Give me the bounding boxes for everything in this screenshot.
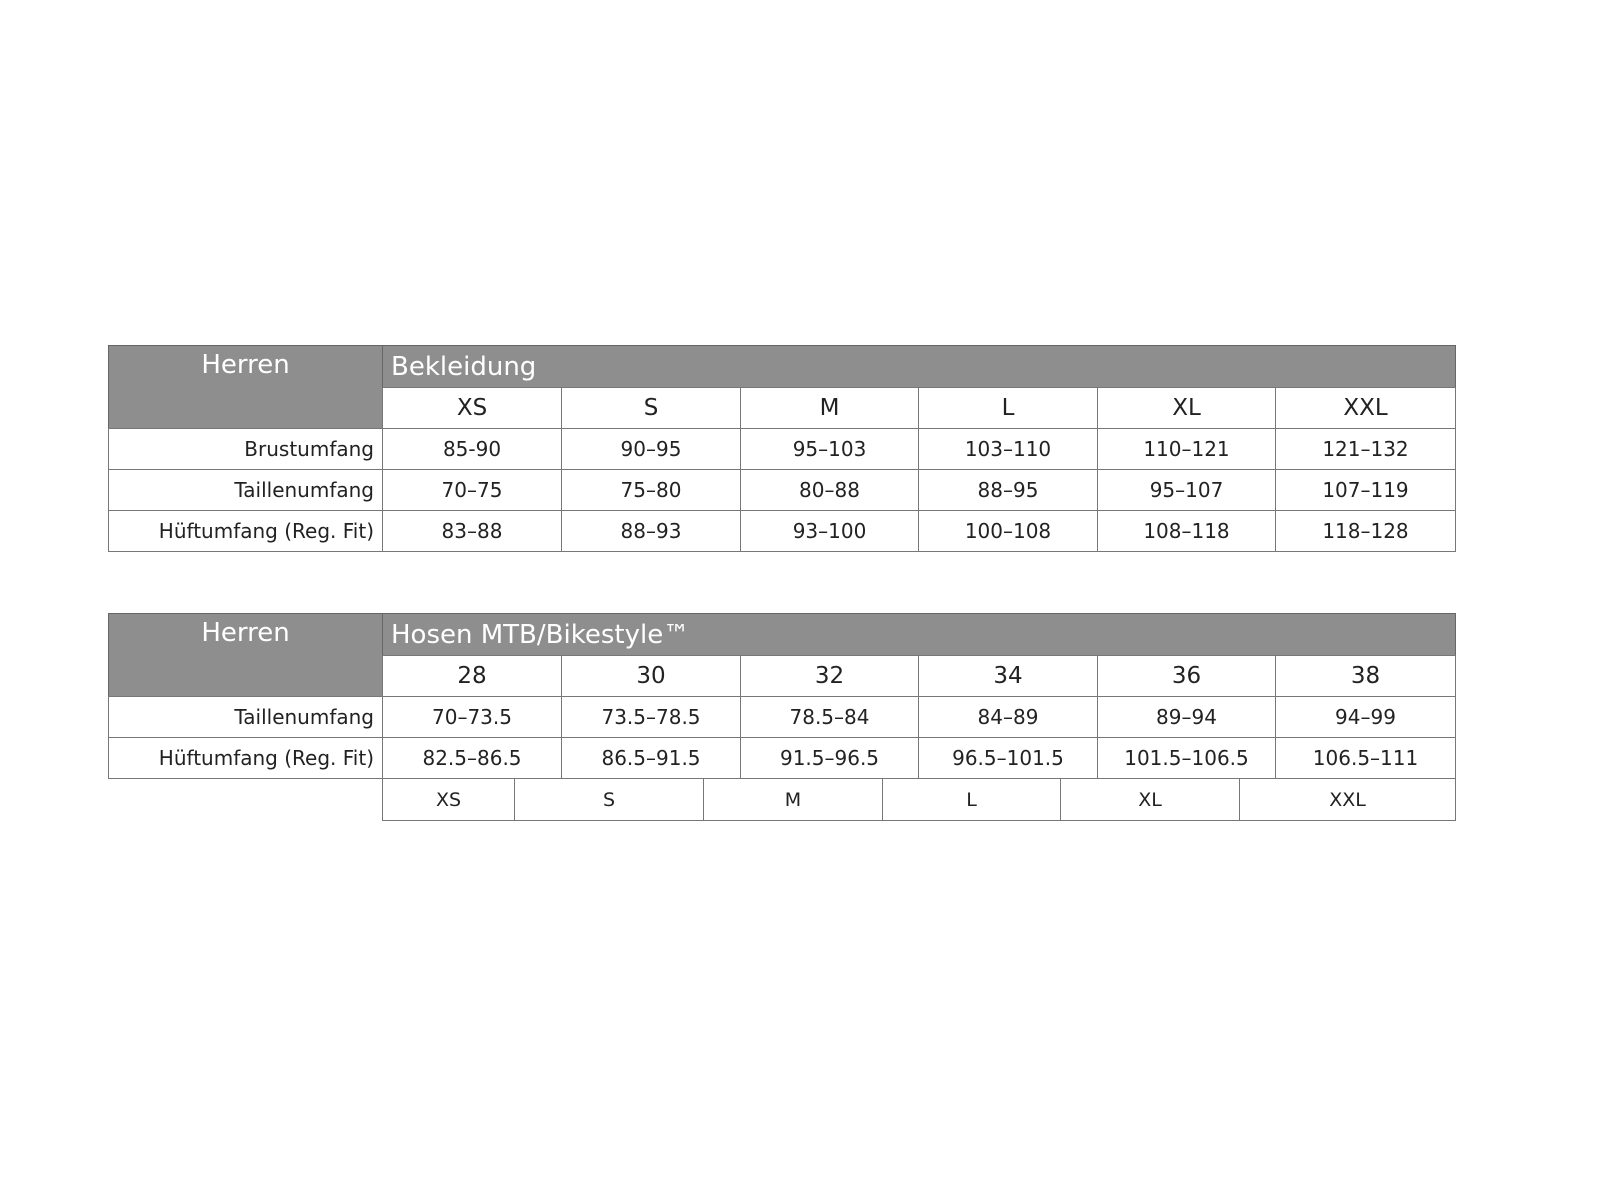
size-header: XL xyxy=(1097,387,1276,429)
table-corner-header: Herren xyxy=(108,345,383,429)
table-cell: 103–110 xyxy=(918,428,1098,470)
size-header: 38 xyxy=(1275,655,1456,697)
size-header: L xyxy=(918,387,1098,429)
size-header: 36 xyxy=(1097,655,1276,697)
table-cell: 80–88 xyxy=(740,469,919,511)
letter-size-cell: L xyxy=(882,778,1061,821)
table-cell: 83–88 xyxy=(382,510,562,552)
row-label: Taillenumfang xyxy=(108,469,383,511)
letter-size-cell: S xyxy=(514,778,704,821)
table-corner-header: Herren xyxy=(108,613,383,697)
size-header: M xyxy=(740,387,919,429)
table-cell: 82.5–86.5 xyxy=(382,737,562,779)
table-cell: 86.5–91.5 xyxy=(561,737,741,779)
table-cell: 108–118 xyxy=(1097,510,1276,552)
row-label: Brustumfang xyxy=(108,428,383,470)
letter-size-cell: XL xyxy=(1060,778,1240,821)
letter-size-cell: XS xyxy=(382,778,515,821)
table-cell: 85-90 xyxy=(382,428,562,470)
table-cell: 121–132 xyxy=(1275,428,1456,470)
table-title: Bekleidung xyxy=(382,345,1456,388)
table-cell: 95–107 xyxy=(1097,469,1276,511)
table-cell: 106.5–111 xyxy=(1275,737,1456,779)
table-cell: 107–119 xyxy=(1275,469,1456,511)
table-cell: 93–100 xyxy=(740,510,919,552)
row-label: Hüftumfang (Reg. Fit) xyxy=(108,737,383,779)
row-label: Hüftumfang (Reg. Fit) xyxy=(108,510,383,552)
table-cell: 78.5–84 xyxy=(740,696,919,738)
size-header: 32 xyxy=(740,655,919,697)
size-header: XXL xyxy=(1275,387,1456,429)
size-header: 34 xyxy=(918,655,1098,697)
table-cell: 118–128 xyxy=(1275,510,1456,552)
size-header: S xyxy=(561,387,741,429)
table-cell: 94–99 xyxy=(1275,696,1456,738)
letter-size-cell: M xyxy=(703,778,883,821)
letter-size-cell: XXL xyxy=(1239,778,1456,821)
table-cell: 89–94 xyxy=(1097,696,1276,738)
table-cell: 95–103 xyxy=(740,428,919,470)
table-cell: 84–89 xyxy=(918,696,1098,738)
size-header: XS xyxy=(382,387,562,429)
table-cell: 91.5–96.5 xyxy=(740,737,919,779)
size-header: 30 xyxy=(561,655,741,697)
table-cell: 100–108 xyxy=(918,510,1098,552)
table-cell: 70–73.5 xyxy=(382,696,562,738)
row-label: Taillenumfang xyxy=(108,696,383,738)
size-header: 28 xyxy=(382,655,562,697)
table-cell: 88–95 xyxy=(918,469,1098,511)
table-cell: 73.5–78.5 xyxy=(561,696,741,738)
table-cell: 96.5–101.5 xyxy=(918,737,1098,779)
table-cell: 70–75 xyxy=(382,469,562,511)
table-cell: 88–93 xyxy=(561,510,741,552)
table-cell: 90–95 xyxy=(561,428,741,470)
table-cell: 101.5–106.5 xyxy=(1097,737,1276,779)
table-cell: 75–80 xyxy=(561,469,741,511)
table-cell: 110–121 xyxy=(1097,428,1276,470)
table-title: Hosen MTB/Bikestyle™ xyxy=(382,613,1456,656)
